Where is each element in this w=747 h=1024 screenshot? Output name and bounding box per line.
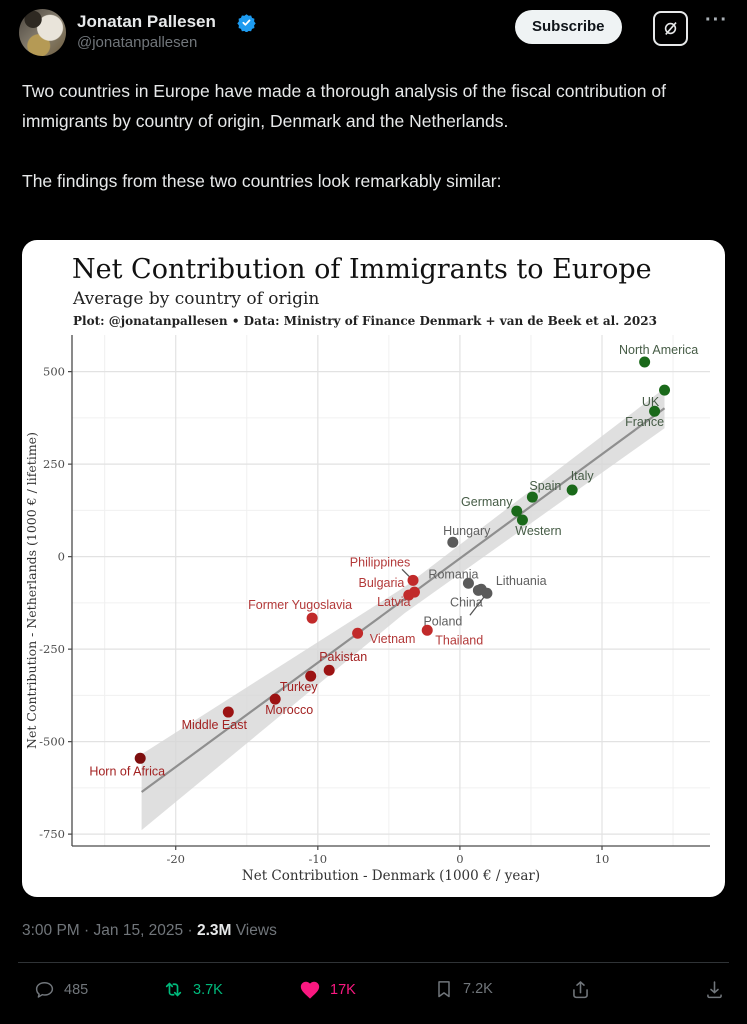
- data-point-turkey: [305, 670, 317, 682]
- y-tick-label: -250: [39, 642, 65, 656]
- data-point-western: [516, 514, 528, 526]
- data-label-poland: Poland: [423, 614, 462, 628]
- reply-button[interactable]: 485: [28, 978, 94, 1001]
- data-point-thailand: [421, 624, 433, 636]
- data-label-vietnam: Vietnam: [370, 632, 416, 646]
- post-date: Jan 15, 2025: [93, 922, 184, 939]
- data-point-hungary: [447, 536, 459, 548]
- separator: ·: [187, 922, 193, 939]
- data-point-philippines: [407, 574, 419, 586]
- like-button[interactable]: 17K: [293, 978, 362, 1002]
- x-tick-label: 0: [456, 852, 463, 866]
- data-label-western: Western: [515, 524, 561, 538]
- data-point-middle-east: [222, 706, 234, 718]
- x-tick-label: -10: [309, 852, 328, 866]
- y-tick-label: 0: [58, 550, 65, 564]
- separator: ·: [84, 922, 90, 939]
- data-label-pakistan: Pakistan: [319, 650, 367, 664]
- grok-icon: [664, 22, 677, 35]
- author-name[interactable]: Jonatan Pallesen: [77, 12, 216, 31]
- data-label-former-yugoslavia: Former Yugoslavia: [248, 598, 352, 612]
- bookmark-icon: [438, 981, 450, 998]
- y-tick-label: -750: [39, 827, 65, 841]
- data-label-morocco: Morocco: [265, 703, 313, 717]
- chart-card[interactable]: Net Contribution of Immigrants to Europe…: [22, 240, 725, 897]
- data-point-spain: [526, 491, 538, 503]
- data-point-pakistan: [323, 664, 335, 676]
- scatter-plot: 500 250 0 -250 -500 -750 -20 -10 0 10 Net Contribu…: [24, 335, 710, 884]
- like-count: 17K: [330, 982, 356, 998]
- data-point-italy: [566, 484, 578, 496]
- data-point-latvia: [403, 589, 415, 601]
- avatar[interactable]: [19, 9, 66, 56]
- data-point-morocco: [269, 693, 281, 705]
- data-label-romania: Romania: [428, 567, 478, 581]
- divider: [18, 962, 729, 963]
- trend-line: [140, 407, 666, 793]
- x-axis-title: Net Contribution - Denmark (1000 € / yea…: [242, 868, 540, 884]
- data-label-italy: Italy: [571, 469, 595, 483]
- data-label-uk: UK: [642, 395, 660, 409]
- download-button[interactable]: [698, 978, 731, 1001]
- y-axis-title: Net Contribution - Netherlands (1000 € /…: [24, 432, 39, 749]
- y-tick-label: 250: [43, 457, 65, 471]
- data-label-north-america: North America: [619, 343, 698, 357]
- data-point-france: [649, 405, 661, 417]
- data-label-france: France: [625, 415, 664, 429]
- chart-subtitle: Average by country of origin: [73, 289, 320, 309]
- data-label-horn-of-africa: Horn of Africa: [89, 764, 165, 778]
- timestamp: 3:00 PM · Jan 15, 2025 · 2.3M Views: [22, 922, 277, 940]
- data-label-middle-east: Middle East: [182, 718, 248, 732]
- data-label-china: China: [450, 595, 483, 609]
- y-tick-label: -500: [39, 735, 65, 749]
- data-label-hungary: Hungary: [443, 524, 491, 538]
- tweet-paragraph: The findings from these two countries lo…: [22, 171, 502, 191]
- reply-icon: [35, 982, 54, 998]
- data-point-uk: [659, 384, 671, 396]
- data-point-poland: [481, 587, 493, 599]
- x-tick-label: -20: [166, 852, 185, 866]
- data-label-turkey: Turkey: [280, 680, 318, 694]
- bookmark-count: 7.2K: [463, 981, 493, 997]
- tweet-paragraph: Two countries in Europe have made a thor…: [22, 81, 666, 131]
- verified-badge-icon: [237, 14, 256, 32]
- data-label-spain: Spain: [529, 479, 561, 493]
- data-label-thailand: Thailand: [435, 633, 483, 647]
- trend-confidence-band: [141, 388, 665, 831]
- reply-count: 485: [64, 981, 89, 998]
- grok-button[interactable]: [653, 11, 688, 46]
- share-icon: [573, 981, 588, 999]
- data-point-vietnam: [352, 627, 364, 639]
- y-tick-label: 500: [43, 365, 65, 379]
- data-label-germany: Germany: [461, 495, 513, 509]
- repost-button[interactable]: 3.7K: [157, 978, 229, 1001]
- download-icon: [707, 981, 722, 999]
- x-tick-label: 10: [595, 852, 610, 866]
- tweet-body: Two countries in Europe have made a thor…: [22, 76, 728, 226]
- data-label-latvia: Latvia: [377, 595, 410, 609]
- views-count: 2.3M: [196, 922, 232, 939]
- data-label-philippines: Philippines: [350, 555, 410, 569]
- bookmark-button[interactable]: 7.2K: [428, 978, 499, 1000]
- data-point-china: [472, 584, 484, 596]
- share-button[interactable]: [564, 978, 597, 1001]
- subscribe-button[interactable]: Subscribe: [515, 10, 622, 44]
- data-point-germany: [511, 505, 523, 517]
- data-point-romania: [462, 577, 474, 589]
- data-point-former-yugoslavia: [306, 612, 318, 624]
- data-label-lithuania: Lithuania: [496, 574, 547, 588]
- more-button[interactable]: ···: [699, 8, 734, 33]
- repost-icon: [165, 982, 182, 997]
- chart-caption: Plot: @jonatanpallesen • Data: Ministry …: [73, 314, 657, 328]
- chart-title: Net Contribution of Immigrants to Europe: [72, 254, 652, 285]
- post-time: 3:00 PM: [22, 922, 80, 939]
- views-label: Views: [235, 922, 277, 939]
- data-point-horn-of-africa: [134, 752, 146, 764]
- author-handle[interactable]: @jonatanpallesen: [77, 34, 198, 51]
- heart-icon: [300, 981, 320, 999]
- data-point-north-america: [639, 356, 651, 368]
- repost-count: 3.7K: [193, 981, 223, 998]
- data-label-bulgaria: Bulgaria: [359, 576, 405, 590]
